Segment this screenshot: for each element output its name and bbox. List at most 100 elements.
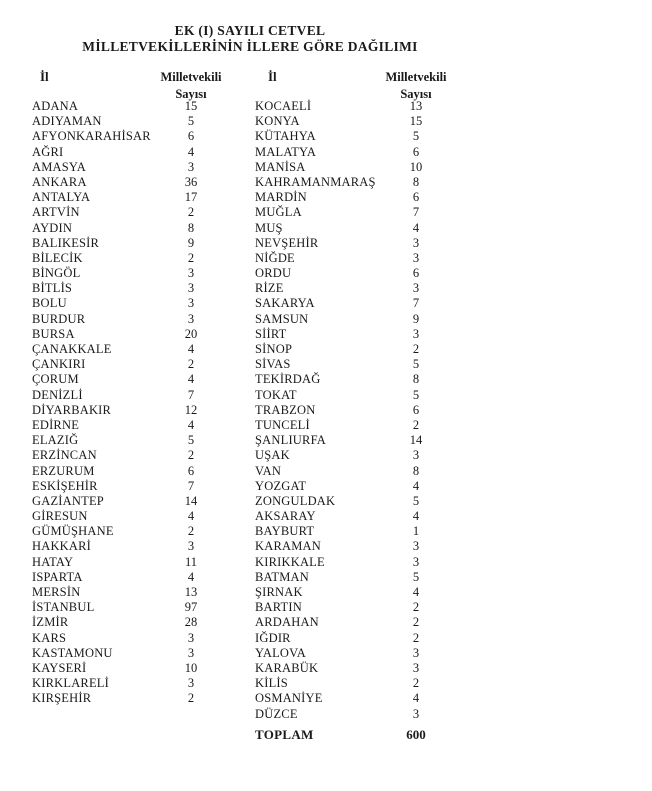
table-row: ERZURUM 6 (32, 464, 219, 479)
column-header-count-right: Milletvekili Sayısı (366, 69, 466, 102)
seat-count: 3 (412, 660, 420, 675)
table-row: YALOVA 3 (255, 646, 444, 661)
column-header-count-right-line2: Sayısı (400, 86, 432, 101)
table-row: AFYONKARAHİSAR 6 (32, 129, 219, 144)
province-name: ŞANLIURFA (255, 433, 327, 448)
seat-count: 4 (412, 220, 420, 235)
table-row: İZMİR 28 (32, 615, 219, 630)
province-name: IĞDIR (255, 630, 291, 645)
province-name: MALATYA (255, 144, 317, 159)
table-row: KARS 3 (32, 631, 219, 646)
table-row: MUĞLA 7 (255, 205, 444, 220)
seat-count: 3 (187, 645, 195, 660)
province-name: SAKARYA (255, 296, 315, 311)
seat-count: 5 (412, 569, 420, 584)
table-row: ANTALYA 17 (32, 190, 219, 205)
seat-count: 97 (184, 600, 198, 615)
province-name: BOLU (32, 296, 67, 311)
province-name: ADANA (32, 99, 79, 113)
table-row: ESKİŞEHİR 7 (32, 479, 219, 494)
table-row: ÇANAKKALE 4 (32, 342, 219, 357)
province-name: KARAMAN (255, 539, 321, 554)
seat-count: 3 (412, 645, 420, 660)
table-row: SAMSUN 9 (255, 312, 444, 327)
table-row: KAYSERİ 10 (32, 661, 219, 676)
seat-count: 9 (412, 311, 420, 326)
province-name: GİRESUN (32, 509, 88, 524)
table-row: AMASYA 3 (32, 160, 219, 175)
province-name: NİĞDE (255, 250, 295, 265)
seat-count: 4 (187, 144, 195, 159)
province-name: SİVAS (255, 357, 291, 372)
seat-count: 8 (412, 174, 420, 189)
table-row: KARAMAN 3 (255, 539, 444, 554)
seat-count: 13 (184, 585, 198, 599)
table-row: GAZİANTEP 14 (32, 494, 219, 509)
province-name: TEKİRDAĞ (255, 372, 321, 387)
table-row: KARABÜK 3 (255, 661, 444, 676)
seat-count: 2 (412, 676, 420, 691)
column-header-count-left-line1: Milletvekili (160, 70, 222, 84)
table-row: KÜTAHYA 5 (255, 129, 444, 144)
seat-count: 3 (412, 250, 420, 265)
table-row: BİLECİK 2 (32, 251, 219, 266)
column-header-province-left: İl (40, 69, 49, 84)
table-row: BURSA 20 (32, 327, 219, 342)
table-row: ADIYAMAN 5 (32, 114, 219, 129)
table-row: ANKARA 36 (32, 175, 219, 190)
seat-count: 7 (187, 478, 195, 493)
seat-count: 2 (412, 600, 420, 615)
province-name: KOCAELİ (255, 99, 312, 113)
province-name: DÜZCE (255, 706, 298, 721)
province-name: ÇORUM (32, 372, 79, 387)
column-header-count-right-line1: Milletvekili (385, 70, 447, 84)
column-header-count-left-line2: Sayısı (175, 86, 207, 101)
seat-count: 8 (412, 372, 420, 387)
province-name: BURDUR (32, 311, 86, 326)
seat-count: 7 (412, 296, 420, 311)
seat-count: 3 (187, 281, 195, 296)
province-name: ANTALYA (32, 190, 91, 205)
seat-count: 2 (187, 448, 195, 463)
table-row: VAN 8 (255, 464, 444, 479)
seat-count: 3 (187, 159, 195, 174)
table-row: AĞRI 4 (32, 145, 219, 160)
seat-count: 36 (184, 174, 198, 189)
province-name: GAZİANTEP (32, 493, 104, 508)
table-row: ŞANLIURFA 14 (255, 433, 444, 448)
table-row: AKSARAY 4 (255, 509, 444, 524)
seat-count: 3 (412, 706, 420, 721)
province-name: ARDAHAN (255, 615, 319, 630)
table-row: YOZGAT 4 (255, 479, 444, 494)
table-row: IĞDIR 2 (255, 631, 444, 646)
province-name: YOZGAT (255, 478, 307, 493)
table-row: BOLU 3 (32, 296, 219, 311)
table-row: KIRKLARELİ 3 (32, 676, 219, 691)
seat-count: 2 (412, 630, 420, 645)
seat-count: 3 (187, 676, 195, 691)
seat-count: 3 (187, 630, 195, 645)
province-name: ANKARA (32, 174, 87, 189)
seat-count: 7 (187, 387, 195, 402)
document-title-line2: MİLLETVEKİLLERİNİN İLLERE GÖRE DAĞILIMI (82, 39, 418, 54)
seat-count: 4 (187, 417, 195, 432)
province-name: KIRKLARELİ (32, 676, 109, 691)
province-name: SİNOP (255, 342, 293, 356)
seat-count: 5 (187, 114, 195, 129)
seat-count: 6 (187, 463, 195, 478)
seat-count: 2 (187, 524, 195, 539)
seat-count: 4 (187, 569, 195, 584)
seat-count: 10 (184, 660, 198, 675)
province-name: MANİSA (255, 159, 306, 174)
seat-count: 3 (412, 554, 420, 569)
province-name: RİZE (255, 281, 284, 296)
province-name: KONYA (255, 114, 300, 129)
table-row: EDİRNE 4 (32, 418, 219, 433)
table-row: GÜMÜŞHANE 2 (32, 524, 219, 539)
province-name: TRABZON (255, 402, 316, 417)
province-name: BİNGÖL (32, 266, 81, 281)
table-row: KONYA 15 (255, 114, 444, 129)
table-row: ZONGULDAK 5 (255, 494, 444, 509)
total-label: TOPLAM (255, 727, 314, 742)
